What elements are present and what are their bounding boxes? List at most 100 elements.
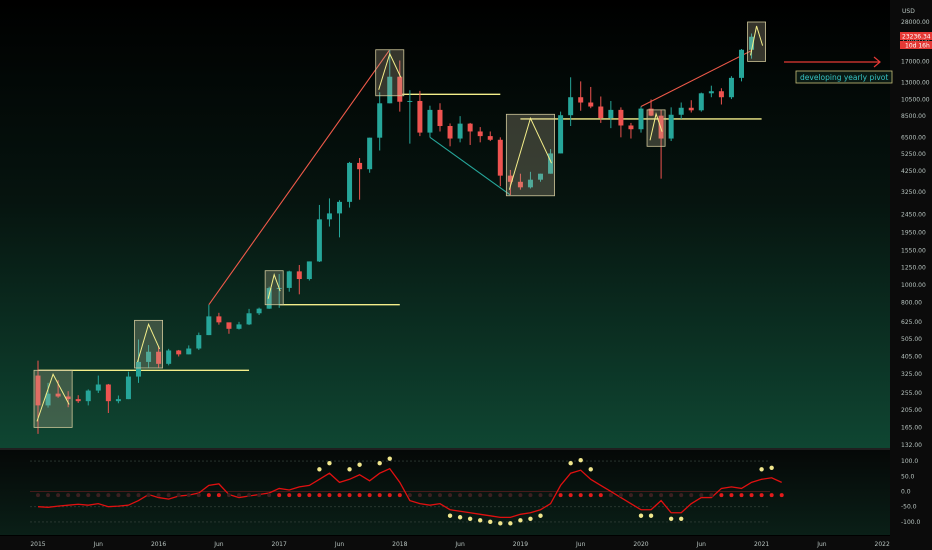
time-tick-label: Jun (696, 541, 707, 548)
candle-body (306, 261, 312, 280)
osc-signal-dot (618, 493, 623, 498)
osc-signal-dot (357, 493, 362, 498)
osc-signal-dot (779, 493, 784, 498)
candle-body (688, 107, 694, 111)
osc-signal-dot (347, 493, 352, 498)
time-axis: 2015 Jun 2016 Jun 2017 Jun 2018 Jun 2019 Jun 2020 J… (30, 541, 890, 548)
candle-body (45, 393, 51, 406)
candle-body (196, 335, 202, 349)
osc-dot-low (447, 513, 453, 518)
candle-body (588, 102, 594, 107)
osc-signal-dot (66, 493, 71, 498)
candle-body (749, 36, 755, 50)
osc-dot-high (578, 457, 583, 463)
osc-signal-dot (427, 493, 432, 498)
candle-body (357, 162, 363, 170)
osc-dot-low (679, 516, 684, 521)
price-tick-label: 4250.00 (901, 168, 926, 175)
osc-signal-dot (377, 493, 382, 498)
candle-body (65, 396, 71, 400)
osc-signal-dot (608, 493, 613, 498)
price-tick-label: 17000.00 (901, 58, 930, 65)
candle-body (216, 316, 222, 323)
candle-body (85, 390, 91, 402)
oscillator-pane-background (0, 450, 890, 535)
osc-dot-high (377, 461, 382, 466)
osc-signal-dot (166, 493, 171, 498)
box-arrow (36, 373, 70, 422)
last-price-badge: 23236.34 10d 16h (900, 32, 932, 50)
osc-signal-dot (458, 493, 463, 498)
osc-dot-high (347, 467, 352, 472)
highlight-box (134, 319, 164, 369)
osc-signal-dot (448, 493, 453, 498)
price-tick-label: 1000.00 (901, 282, 926, 289)
candle-body (105, 384, 111, 402)
osc-signal-dot (719, 493, 724, 498)
candle-body (437, 109, 443, 127)
price-tick-label: 28000.00 (901, 19, 930, 26)
price-tick-label: 3250.00 (901, 189, 926, 196)
osc-signal-dot (317, 493, 322, 498)
osc-signal-dot (468, 493, 473, 498)
candle-body (226, 322, 232, 329)
osc-signal-dot (759, 493, 764, 498)
candle-body (286, 271, 292, 288)
candle-body (447, 126, 453, 139)
osc-dot-low (498, 521, 503, 526)
osc-tick-label: 50.0 (901, 473, 915, 480)
osc-signal-dot (76, 493, 81, 498)
osc-signal-dot (548, 493, 553, 498)
price-tick-label: 625.00 (901, 319, 922, 326)
osc-signal-dot (528, 493, 533, 498)
osc-dot-high (759, 467, 764, 472)
osc-signal-dot (56, 493, 61, 498)
box-arrow (378, 52, 402, 90)
candle-body (568, 97, 574, 116)
osc-signal-dot (669, 493, 674, 498)
price-tick-label: 13000.00 (901, 80, 930, 87)
osc-signal-dot (578, 493, 583, 498)
osc-dot-low (638, 513, 644, 518)
osc-signal-dot (558, 493, 563, 498)
time-tick-label: Jun (575, 541, 586, 548)
osc-signal-dot (367, 493, 372, 498)
price-axis: 28000.0022000.0017000.0013000.0010500.00… (901, 19, 930, 449)
candle-body (608, 109, 614, 119)
osc-signal-dot (216, 493, 221, 498)
osc-signal-dot (659, 493, 664, 498)
candle-body (326, 213, 332, 220)
candle-body (497, 139, 503, 176)
price-tick-label: 8500.00 (901, 113, 926, 120)
osc-dot-high (769, 465, 774, 470)
candle-body (598, 106, 604, 119)
box-arrow (750, 25, 764, 56)
osc-signal-dot (508, 493, 513, 498)
candle-body (507, 175, 513, 182)
osc-dot-low (488, 519, 493, 525)
price-tick-label: 5250.00 (901, 151, 926, 158)
osc-dot-low (668, 516, 674, 521)
pivot-arrow (784, 56, 881, 68)
osc-signal-dot (498, 493, 503, 498)
time-tick-label: Jun (816, 541, 827, 548)
candle-body (548, 153, 554, 174)
osc-dot-low (528, 516, 533, 521)
candle-body (166, 350, 172, 364)
candle-body (397, 76, 403, 102)
candle-body (337, 201, 342, 214)
osc-signal-dot (588, 493, 593, 498)
candles-layer (35, 33, 755, 434)
osc-signal-dot (247, 493, 252, 498)
price-tick-label: 165.00 (901, 424, 922, 431)
osc-signal-dot (277, 493, 282, 498)
osc-signal-dot (649, 493, 654, 498)
pivot-annotation-text: developing yearly pivot (800, 73, 888, 82)
candle-body (417, 100, 423, 133)
candle-body (256, 308, 262, 314)
candle-body (35, 375, 41, 406)
osc-tick-label: -50.0 (901, 504, 917, 511)
osc-signal-dot (538, 493, 543, 498)
osc-signal-dot (397, 493, 402, 498)
